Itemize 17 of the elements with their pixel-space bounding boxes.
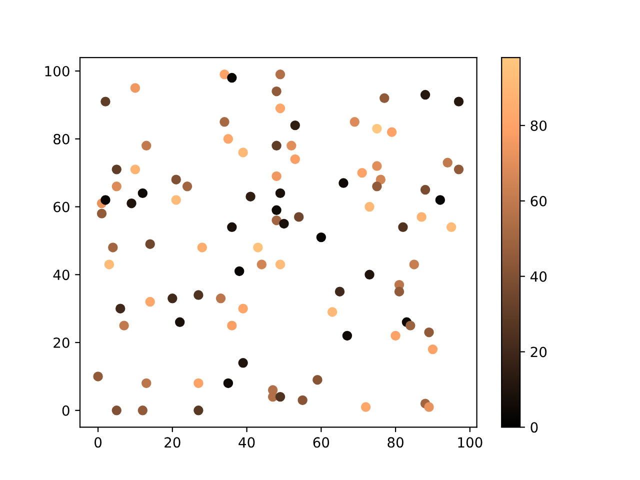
y-tick-label: 60 (54, 202, 70, 212)
color-bar-label: 20 (530, 346, 547, 358)
y-tick-label: 20 (54, 337, 70, 348)
y-tick-label: 80 (54, 134, 70, 144)
x-tick-label: 40 (238, 437, 255, 448)
y-tick-label: 40 (53, 270, 70, 280)
x-tick-label: 20 (164, 437, 180, 448)
y-tick-label: 0 (62, 405, 70, 416)
color-bar-label: 40 (530, 271, 547, 282)
x-tick-label: 100 (458, 437, 482, 448)
x-tick-label: 0 (94, 437, 102, 448)
x-tick-label: 60 (313, 437, 330, 448)
x-tick-label: 80 (388, 437, 404, 448)
color-bar-label: 60 (530, 196, 547, 206)
color-bar-label: 0 (530, 422, 538, 433)
y-tick-label: 100 (45, 66, 70, 76)
color-bar-label: 80 (530, 120, 547, 131)
